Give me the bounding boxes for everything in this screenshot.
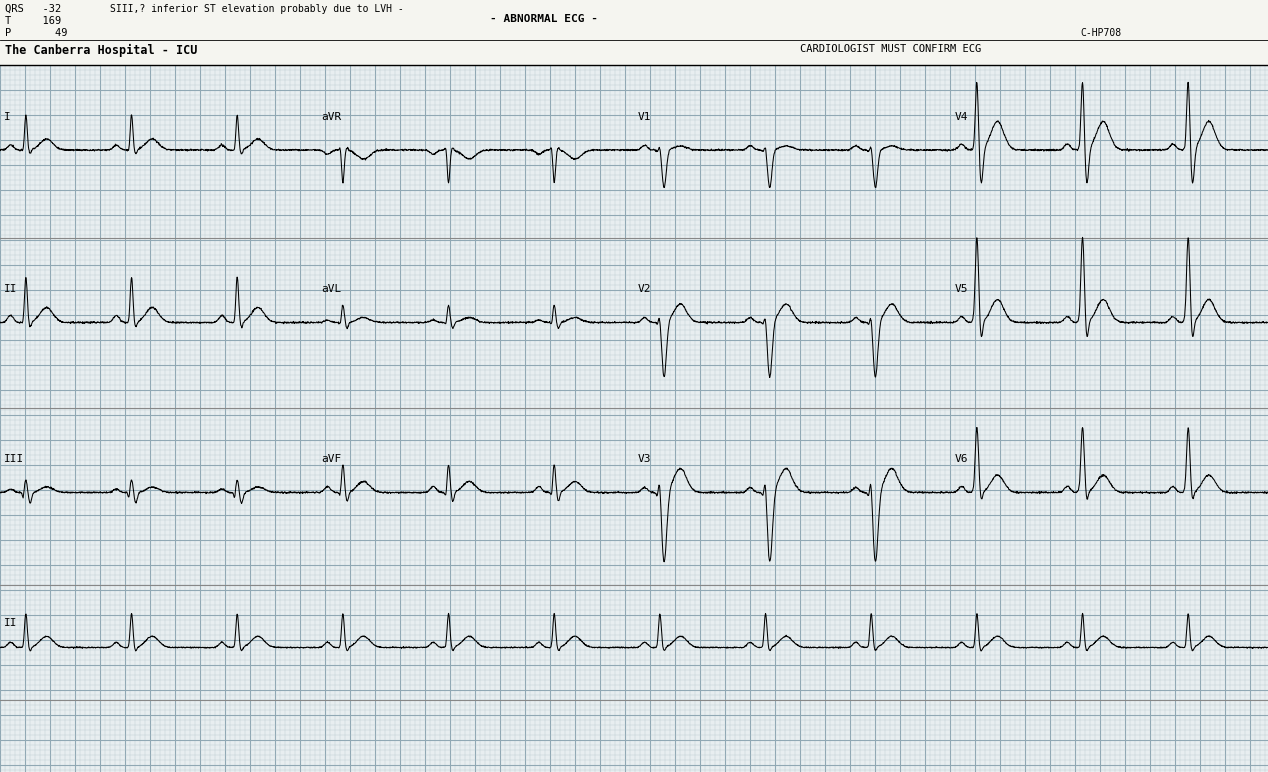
Text: - ABNORMAL ECG -: - ABNORMAL ECG - (489, 14, 598, 24)
Text: QRS   -32: QRS -32 (5, 4, 61, 14)
Text: V2: V2 (638, 285, 652, 294)
Text: aVL: aVL (321, 285, 341, 294)
Text: V4: V4 (955, 112, 969, 122)
Text: T     169: T 169 (5, 16, 61, 26)
Text: The Canberra Hospital - ICU: The Canberra Hospital - ICU (5, 44, 198, 57)
Text: II: II (4, 285, 18, 294)
Text: I: I (4, 112, 10, 122)
Text: V5: V5 (955, 285, 969, 294)
Text: P       49: P 49 (5, 28, 67, 38)
Text: CARDIOLOGIST MUST CONFIRM ECG: CARDIOLOGIST MUST CONFIRM ECG (800, 44, 981, 54)
Text: SIII,? inferior ST elevation probably due to LVH -: SIII,? inferior ST elevation probably du… (110, 4, 403, 14)
Text: II: II (4, 618, 18, 628)
Bar (0, 0, 1268, 65)
Text: V3: V3 (638, 455, 652, 465)
Text: aVR: aVR (321, 112, 341, 122)
Text: V6: V6 (955, 455, 969, 465)
Text: aVF: aVF (321, 455, 341, 465)
Text: V1: V1 (638, 112, 652, 122)
Text: III: III (4, 455, 24, 465)
Text: C-HP708: C-HP708 (1080, 28, 1121, 38)
